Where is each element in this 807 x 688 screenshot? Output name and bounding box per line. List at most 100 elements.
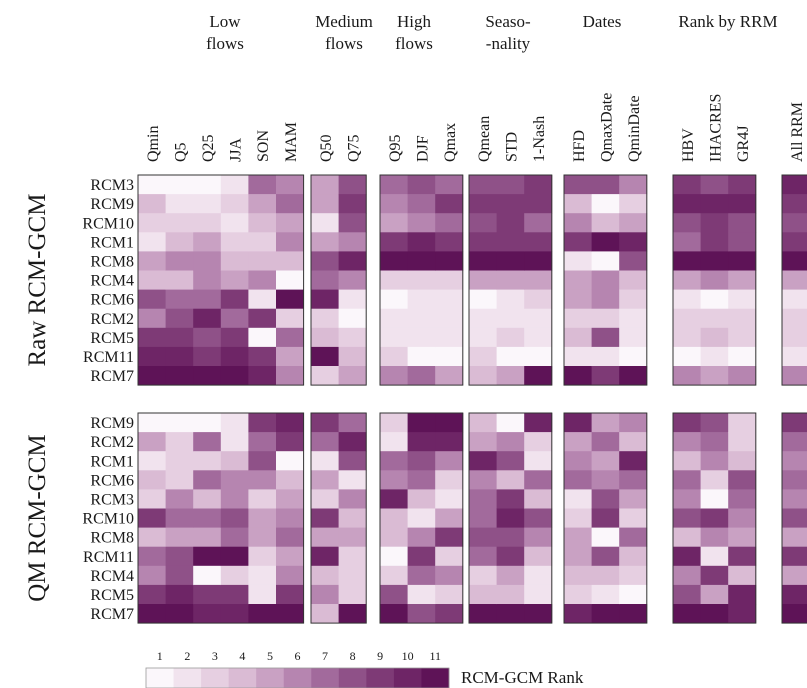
cell-raw-rcm-gcm-rcm4-gr4j [728,270,757,290]
cell-raw-rcm-gcm-rcm6-jja [220,289,249,310]
cell-raw-rcm-gcm-rcm6-gr4j [728,289,757,310]
colorbar-tick-3: 3 [212,649,218,663]
cell-raw-rcm-gcm-rcm6-q5 [165,289,194,310]
cell-raw-rcm-gcm-rcm6-hbv [673,289,701,310]
block-border-qm-rcm-gcm-3 [468,412,553,624]
cell-raw-rcm-gcm-rcm9-hfd [564,194,592,214]
cell-qm-rcm-gcm-rcm7-hbv [673,604,701,624]
cell-qm-rcm-gcm-rcm8-qmindate [619,527,648,548]
cell-raw-rcm-gcm-rcm11-all-rrm [782,346,807,367]
cell-raw-rcm-gcm-rcm1-son [248,232,277,252]
cell-raw-rcm-gcm-rcm1-mam [276,232,304,252]
cell-qm-rcm-gcm-rcm10-gr4j [728,508,757,528]
colorbar-swatch-5 [256,668,285,688]
cell-raw-rcm-gcm-rcm11-1-nash [524,346,553,367]
cell-raw-rcm-gcm-rcm5-son [248,327,277,348]
cell-qm-rcm-gcm-rcm9-qmax [435,413,464,433]
column-labels: Qmin Q5 Q25 JJA SON MAM Q50 Q75 Q95 DJF Qmax Qmean S… [145,93,806,162]
cell-raw-rcm-gcm-rcm6-ihacres [700,289,729,310]
cell-raw-rcm-gcm-rcm7-q75 [338,366,367,386]
panel-title-raw-rcm-gcm: Raw RCM-GCM [24,194,51,367]
cell-raw-rcm-gcm-rcm3-qmean [469,175,497,195]
heatmap-panels: Raw RCM-GCM RCM3 RCM9 RCM10 RCM1 RCM8 RCM4 RCM6… [24,174,807,624]
cell-raw-rcm-gcm-rcm10-hbv [673,213,701,233]
cell-qm-rcm-gcm-rcm2-qmin [138,432,166,452]
cell-qm-rcm-gcm-rcm2-1-nash [524,432,553,452]
colorbar-tick-10: 10 [402,649,414,663]
row-label-raw-rcm-gcm-rcm3: RCM3 [90,177,134,194]
cell-raw-rcm-gcm-rcm11-qmindate [619,346,648,367]
cell-qm-rcm-gcm-rcm10-1-nash [524,508,553,528]
cell-qm-rcm-gcm-rcm7-std [496,604,525,624]
cell-qm-rcm-gcm-rcm10-q95 [380,508,408,528]
row-label-raw-rcm-gcm-rcm1: RCM1 [90,234,134,251]
cell-raw-rcm-gcm-rcm9-qmin [138,194,166,214]
cell-raw-rcm-gcm-rcm3-qmin [138,175,166,195]
cell-raw-rcm-gcm-rcm11-qmin [138,346,166,367]
cell-raw-rcm-gcm-rcm9-son [248,194,277,214]
column-label-1-nash: 1-Nash [531,116,548,162]
cell-raw-rcm-gcm-rcm9-hbv [673,194,701,214]
cell-qm-rcm-gcm-rcm6-gr4j [728,470,757,490]
cell-raw-rcm-gcm-rcm10-q95 [380,213,408,233]
cell-raw-rcm-gcm-rcm5-hbv [673,327,701,348]
cell-qm-rcm-gcm-rcm10-ihacres [700,508,729,528]
cell-raw-rcm-gcm-rcm3-gr4j [728,175,757,195]
cell-raw-rcm-gcm-rcm8-q75 [338,251,367,271]
cell-qm-rcm-gcm-rcm4-q5 [165,565,194,586]
colorbar-swatch-4 [228,668,257,688]
cell-qm-rcm-gcm-rcm7-hfd [564,604,592,624]
cell-raw-rcm-gcm-rcm3-qmax [435,175,464,195]
cell-qm-rcm-gcm-rcm5-qmean [469,584,497,605]
cell-qm-rcm-gcm-rcm2-qmindate [619,432,648,452]
cell-qm-rcm-gcm-rcm7-qmaxdate [591,604,620,624]
cell-qm-rcm-gcm-rcm2-hbv [673,432,701,452]
cell-raw-rcm-gcm-rcm9-q95 [380,194,408,214]
cell-qm-rcm-gcm-rcm8-qmean [469,527,497,548]
cell-qm-rcm-gcm-rcm9-hbv [673,413,701,433]
cell-qm-rcm-gcm-rcm8-all-rrm [782,527,807,548]
cell-qm-rcm-gcm-rcm5-gr4j [728,584,757,605]
cell-qm-rcm-gcm-rcm7-mam [276,604,304,624]
row-label-qm-rcm-gcm-rcm9: RCM9 [90,415,134,432]
cell-raw-rcm-gcm-rcm10-1-nash [524,213,553,233]
cell-qm-rcm-gcm-rcm5-hfd [564,584,592,605]
row-label-qm-rcm-gcm-rcm10: RCM10 [82,511,134,528]
cell-raw-rcm-gcm-rcm11-std [496,346,525,367]
cell-qm-rcm-gcm-rcm2-qmean [469,432,497,452]
cell-raw-rcm-gcm-rcm11-qmean [469,346,497,367]
cell-raw-rcm-gcm-rcm2-jja [220,308,249,329]
cell-raw-rcm-gcm-rcm5-qmin [138,327,166,348]
row-label-qm-rcm-gcm-rcm11: RCM11 [83,549,134,566]
cell-raw-rcm-gcm-rcm6-qmax [435,289,464,310]
cell-raw-rcm-gcm-rcm8-qmin [138,251,166,271]
cell-raw-rcm-gcm-rcm4-qmaxdate [591,270,620,290]
cell-qm-rcm-gcm-rcm5-1-nash [524,584,553,605]
cell-raw-rcm-gcm-rcm3-q95 [380,175,408,195]
cell-raw-rcm-gcm-rcm1-all-rrm [782,232,807,252]
cell-raw-rcm-gcm-rcm8-ihacres [700,251,729,271]
row-label-raw-rcm-gcm-rcm11: RCM11 [83,349,134,366]
cell-qm-rcm-gcm-rcm7-q25 [193,604,222,624]
cell-raw-rcm-gcm-rcm2-hfd [564,308,592,329]
cell-qm-rcm-gcm-rcm10-son [248,508,277,528]
colorbar-swatch-6 [283,668,312,688]
group-header-high-flows-line1: High [397,12,432,31]
cell-qm-rcm-gcm-rcm6-qmean [469,470,497,490]
cell-qm-rcm-gcm-rcm1-q25 [193,451,222,471]
cell-raw-rcm-gcm-rcm11-hfd [564,346,592,367]
cell-qm-rcm-gcm-rcm8-djf [407,527,436,548]
row-label-raw-rcm-gcm-rcm9: RCM9 [90,196,134,213]
cell-raw-rcm-gcm-rcm8-all-rrm [782,251,807,271]
cell-raw-rcm-gcm-rcm7-qmean [469,366,497,386]
cell-qm-rcm-gcm-rcm2-ihacres [700,432,729,452]
colorbar-tick-9: 9 [377,649,383,663]
cell-raw-rcm-gcm-rcm2-gr4j [728,308,757,329]
column-label-q50: Q50 [318,134,335,162]
cell-qm-rcm-gcm-rcm3-q25 [193,489,222,509]
cell-raw-rcm-gcm-rcm6-qmaxdate [591,289,620,310]
cell-raw-rcm-gcm-rcm1-qmin [138,232,166,252]
cell-raw-rcm-gcm-rcm10-hfd [564,213,592,233]
cell-qm-rcm-gcm-rcm5-q75 [338,584,367,605]
cell-raw-rcm-gcm-rcm11-q25 [193,346,222,367]
